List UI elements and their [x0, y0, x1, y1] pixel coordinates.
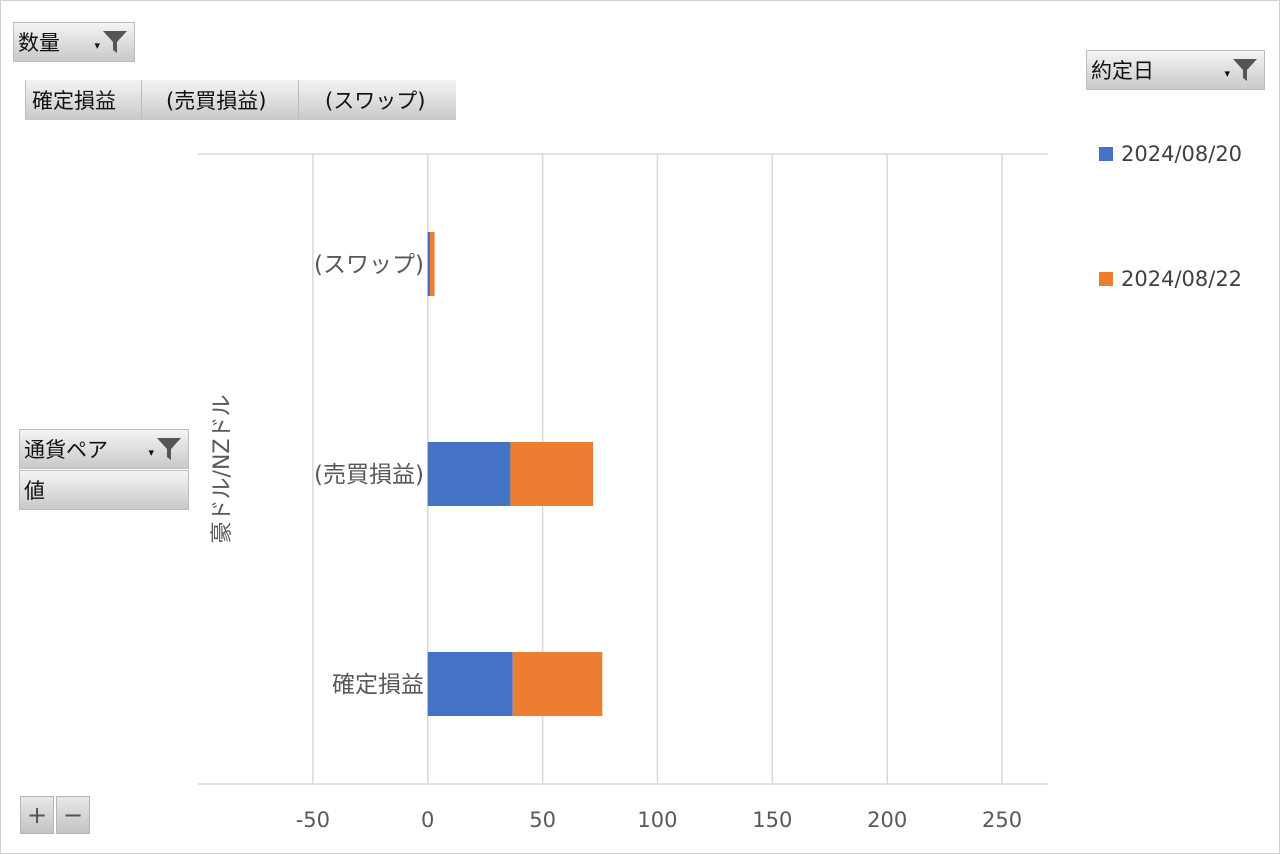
bar-2 — [510, 442, 594, 506]
x-tick-label: 0 — [421, 808, 434, 832]
plus-icon: + — [26, 801, 48, 829]
data-field-label: 数量 — [18, 31, 60, 55]
bar-2 — [512, 652, 603, 716]
dropdown-arrow-icon: ▾ — [1224, 66, 1230, 80]
row-field-label: 通貨ペア — [24, 438, 108, 462]
x-tick-label: 250 — [982, 808, 1022, 832]
legend-item-series-1: 2024/08/20 — [1099, 142, 1242, 166]
legend-field-label: 約定日 — [1091, 59, 1154, 83]
collapse-field-button[interactable]: − — [56, 796, 90, 834]
x-tick-label: -50 — [296, 808, 330, 832]
category-label: 確定損益 — [332, 672, 424, 698]
bar-2 — [430, 232, 435, 296]
value-tabs: 確定損益 (売買損益) (スワップ) — [25, 80, 456, 120]
category-label: (スワップ) — [314, 252, 424, 278]
value-tab-trading[interactable]: (売買損益) — [142, 80, 299, 120]
bar-1 — [427, 442, 511, 506]
row-field-button[interactable]: 通貨ペア ▾ — [19, 429, 189, 469]
legend-swatch-series-2 — [1099, 272, 1113, 286]
x-tick-label: 50 — [529, 808, 556, 832]
minus-icon: − — [62, 801, 84, 829]
x-tick-label: 100 — [637, 808, 677, 832]
dropdown-arrow-icon: ▾ — [148, 445, 154, 459]
x-tick-label: 150 — [752, 808, 792, 832]
value-tab-label: (スワップ) — [325, 89, 426, 113]
value-tab-swap[interactable]: (スワップ) — [299, 80, 456, 120]
group-label: 豪ドル/NZドル — [210, 395, 235, 544]
bar-1 — [427, 652, 513, 716]
value-tab-realized[interactable]: 確定損益 — [26, 80, 142, 120]
data-field-button[interactable]: 数量 ▾ — [13, 22, 135, 62]
values-field-label: 値 — [24, 479, 45, 503]
value-tab-label: (売買損益) — [166, 89, 267, 113]
filter-icon — [157, 438, 181, 460]
dropdown-arrow-icon: ▾ — [94, 38, 100, 52]
legend-label: 2024/08/20 — [1121, 142, 1243, 166]
x-tick-label: 200 — [867, 808, 907, 832]
legend-field-button[interactable]: 約定日 ▾ — [1086, 50, 1265, 90]
category-label: (売買損益) — [314, 462, 424, 488]
bar-1 — [427, 232, 431, 296]
filter-icon — [1233, 59, 1257, 81]
legend-swatch-series-1 — [1099, 147, 1113, 161]
legend-label: 2024/08/22 — [1121, 267, 1243, 291]
legend-item-series-2: 2024/08/22 — [1099, 267, 1242, 291]
value-tab-label: 確定損益 — [32, 89, 116, 113]
values-field-button[interactable]: 値 — [19, 470, 189, 510]
expand-field-button[interactable]: + — [20, 796, 54, 834]
filter-icon — [103, 31, 127, 53]
